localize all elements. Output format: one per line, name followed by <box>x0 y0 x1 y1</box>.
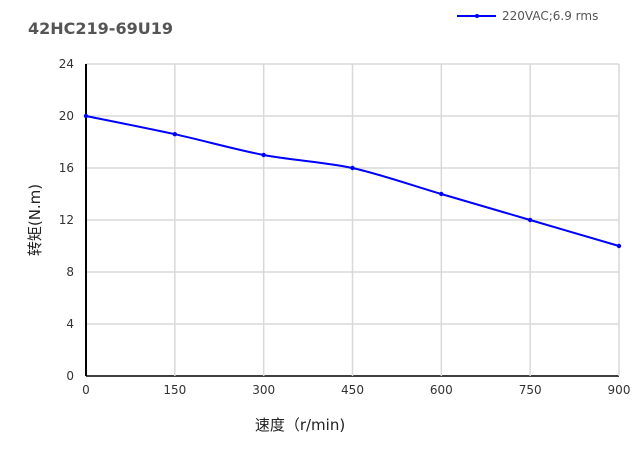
y-tick-label: 12 <box>59 213 74 227</box>
y-tick-label: 24 <box>59 57 74 71</box>
data-point <box>616 243 622 249</box>
x-tick-label: 300 <box>252 383 275 397</box>
legend-label: 220VAC;6.9 rms <box>502 9 598 23</box>
data-point <box>261 152 266 158</box>
y-tick-label: 4 <box>66 317 74 331</box>
data-point <box>350 165 355 171</box>
y-tick-label: 20 <box>59 109 74 123</box>
x-tick-label: 150 <box>163 383 186 397</box>
y-axis-label: 转矩(N.m) <box>26 184 44 256</box>
y-tick-label: 16 <box>59 161 74 175</box>
chart-title: 42HC219-69U19 <box>28 19 173 38</box>
legend: 220VAC;6.9 rms <box>457 9 598 23</box>
data-point <box>83 113 89 119</box>
x-tick-label: 450 <box>341 383 364 397</box>
x-tick-label: 0 <box>82 383 90 397</box>
x-tick-label: 900 <box>608 383 631 397</box>
x-tick-label: 750 <box>519 383 542 397</box>
x-axis-label: 速度（r/min) <box>255 416 345 434</box>
y-tick-label: 0 <box>66 369 74 383</box>
data-point <box>527 217 533 223</box>
x-tick-label: 600 <box>430 383 453 397</box>
y-tick-label: 8 <box>66 265 74 279</box>
data-point <box>439 191 444 197</box>
data-point <box>172 132 178 137</box>
legend-marker <box>475 14 479 18</box>
